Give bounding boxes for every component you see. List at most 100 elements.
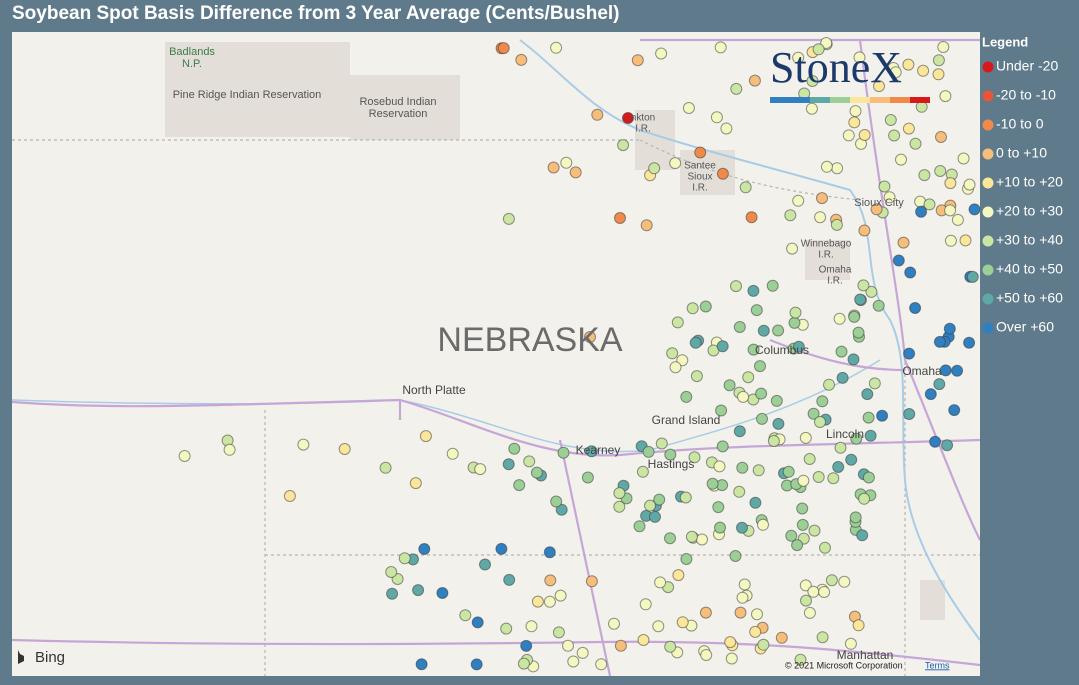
map-marker[interactable] [897, 236, 910, 249]
map-marker[interactable] [639, 598, 652, 611]
map-marker[interactable] [470, 658, 483, 671]
map-marker[interactable] [474, 463, 487, 476]
map-marker[interactable] [959, 234, 972, 247]
map-marker[interactable] [562, 639, 574, 652]
map-marker[interactable] [847, 353, 860, 366]
map-marker[interactable] [733, 321, 746, 333]
map-marker[interactable] [937, 41, 950, 53]
map-marker[interactable] [614, 639, 627, 652]
map-marker[interactable] [823, 378, 835, 391]
map-marker[interactable] [918, 169, 931, 182]
map-marker[interactable] [775, 631, 788, 644]
map-marker[interactable] [792, 51, 805, 64]
map-marker[interactable] [617, 139, 630, 152]
map-marker[interactable] [923, 198, 936, 211]
map-marker[interactable] [848, 310, 861, 323]
map-marker[interactable] [412, 584, 425, 597]
map-marker[interactable] [569, 166, 582, 179]
map-marker[interactable] [924, 388, 937, 401]
map-marker[interactable] [517, 657, 530, 670]
map-marker[interactable] [471, 616, 484, 629]
map-marker[interactable] [581, 471, 594, 484]
map-marker[interactable] [398, 552, 411, 565]
map-marker[interactable] [889, 66, 902, 79]
map-marker[interactable] [903, 347, 916, 360]
map-marker[interactable] [446, 447, 459, 460]
map-marker[interactable] [933, 335, 946, 348]
map-marker[interactable] [888, 129, 901, 142]
map-marker[interactable] [513, 479, 526, 492]
map-marker[interactable] [812, 471, 825, 483]
map-marker[interactable] [788, 316, 801, 329]
map-marker[interactable] [791, 539, 804, 552]
map-marker[interactable] [939, 364, 952, 377]
map-marker[interactable] [797, 474, 810, 487]
map-marker[interactable] [835, 345, 848, 358]
map-marker[interactable] [497, 42, 510, 55]
map-marker[interactable] [283, 490, 296, 502]
map-marker[interactable] [757, 324, 770, 337]
map-marker[interactable] [557, 446, 570, 459]
map-marker[interactable] [576, 646, 589, 659]
map-marker[interactable] [409, 477, 422, 490]
map-marker[interactable] [543, 546, 556, 559]
map-marker[interactable] [664, 640, 677, 653]
map-marker[interactable] [748, 74, 761, 87]
map-marker[interactable] [723, 379, 736, 392]
map-marker[interactable] [903, 408, 916, 420]
map-marker[interactable] [909, 302, 922, 314]
map-marker[interactable] [710, 111, 723, 124]
map-marker[interactable] [733, 425, 746, 438]
map-marker[interactable] [747, 284, 760, 297]
map-marker[interactable] [852, 326, 865, 339]
map-marker[interactable] [917, 64, 930, 77]
terms-link[interactable]: Terms [925, 660, 950, 670]
map-marker[interactable] [957, 152, 970, 165]
map-marker[interactable] [845, 453, 858, 466]
map-marker[interactable] [747, 343, 760, 356]
map-marker[interactable] [686, 302, 699, 315]
map-marker[interactable] [966, 270, 979, 283]
map-marker[interactable] [530, 466, 543, 479]
map-marker[interactable] [968, 203, 980, 216]
map-marker[interactable] [736, 521, 748, 534]
map-marker[interactable] [385, 566, 398, 578]
map-marker[interactable] [929, 435, 942, 448]
map-marker[interactable] [816, 395, 829, 408]
map-marker[interactable] [932, 54, 945, 67]
map-marker[interactable] [714, 521, 726, 534]
map-marker[interactable] [963, 178, 976, 191]
map-marker[interactable] [680, 390, 693, 403]
map-marker[interactable] [862, 411, 875, 424]
map-marker[interactable] [622, 112, 634, 124]
map-marker[interactable] [756, 412, 768, 425]
map-marker[interactable] [792, 340, 805, 353]
map-marker[interactable] [755, 387, 768, 400]
map-marker[interactable] [699, 300, 712, 313]
map-marker[interactable] [767, 435, 780, 447]
map-marker[interactable] [338, 443, 351, 455]
map-marker[interactable] [935, 131, 947, 143]
map-marker[interactable] [637, 634, 650, 646]
map-marker[interactable] [676, 616, 689, 629]
map-marker[interactable] [585, 575, 598, 588]
map-marker[interactable] [436, 587, 449, 599]
map-marker[interactable] [868, 377, 881, 390]
legend-label[interactable]: -20 to -10 [996, 87, 1056, 103]
map-marker[interactable] [737, 390, 750, 403]
legend-label[interactable]: +20 to +30 [996, 203, 1063, 219]
map-marker[interactable] [786, 242, 799, 255]
map-marker[interactable] [856, 529, 869, 542]
map-marker[interactable] [415, 658, 428, 671]
map-marker[interactable] [636, 465, 649, 478]
map-marker[interactable] [792, 194, 805, 207]
map-marker[interactable] [644, 499, 656, 512]
map-marker[interactable] [892, 254, 905, 267]
map-marker[interactable] [552, 626, 565, 639]
map-marker[interactable] [223, 443, 236, 456]
map-marker[interactable] [654, 576, 667, 589]
map-marker[interactable] [816, 192, 828, 205]
map-marker[interactable] [664, 448, 677, 461]
map-marker[interactable] [591, 108, 604, 121]
legend-label[interactable]: -10 to 0 [996, 116, 1044, 132]
